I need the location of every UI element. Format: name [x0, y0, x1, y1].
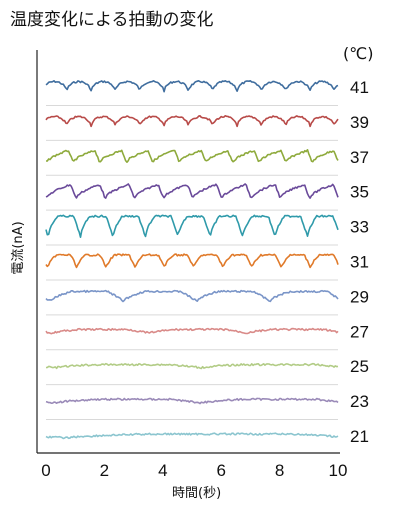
y-axis-label: 電流(nA)	[11, 221, 26, 274]
unit-label: (℃)	[343, 44, 373, 63]
series-label-39: 39	[350, 113, 369, 132]
series-label-37: 37	[350, 148, 369, 167]
series-label-35: 35	[350, 183, 369, 202]
trace-23	[45, 397, 339, 405]
series-label-31: 31	[350, 253, 369, 272]
trace-21	[45, 432, 339, 440]
trace-33	[45, 214, 339, 238]
trace-29	[45, 289, 339, 303]
trace-37	[46, 149, 339, 163]
trace-39	[45, 115, 339, 128]
trace-27	[45, 327, 339, 335]
x-tick-2: 2	[100, 461, 109, 480]
x-tick-10: 10	[329, 461, 348, 480]
x-tick-4: 4	[158, 461, 167, 480]
series-label-41: 41	[350, 78, 369, 97]
chart-title: 温度変化による拍動の変化	[10, 10, 214, 30]
series-label-21: 21	[350, 427, 369, 446]
trace-25	[45, 362, 339, 370]
x-tick-8: 8	[275, 461, 284, 480]
x-tick-6: 6	[216, 461, 225, 480]
trace-35	[45, 183, 339, 199]
series-label-23: 23	[350, 392, 369, 411]
series-label-29: 29	[350, 287, 369, 306]
x-tick-labels: 0 2 4 6 8 10	[41, 461, 347, 480]
series-labels: 41 39 37 35 33 31 29 27 25 23 21	[350, 78, 369, 446]
series-label-27: 27	[350, 322, 369, 341]
x-tick-0: 0	[41, 461, 50, 480]
x-axis-label: 時間(秒)	[172, 486, 221, 501]
series-label-33: 33	[350, 218, 369, 237]
grid-lines	[46, 104, 338, 421]
trace-31	[45, 253, 339, 269]
trace-41	[45, 80, 339, 93]
series-label-25: 25	[350, 357, 369, 376]
traces	[45, 80, 339, 440]
